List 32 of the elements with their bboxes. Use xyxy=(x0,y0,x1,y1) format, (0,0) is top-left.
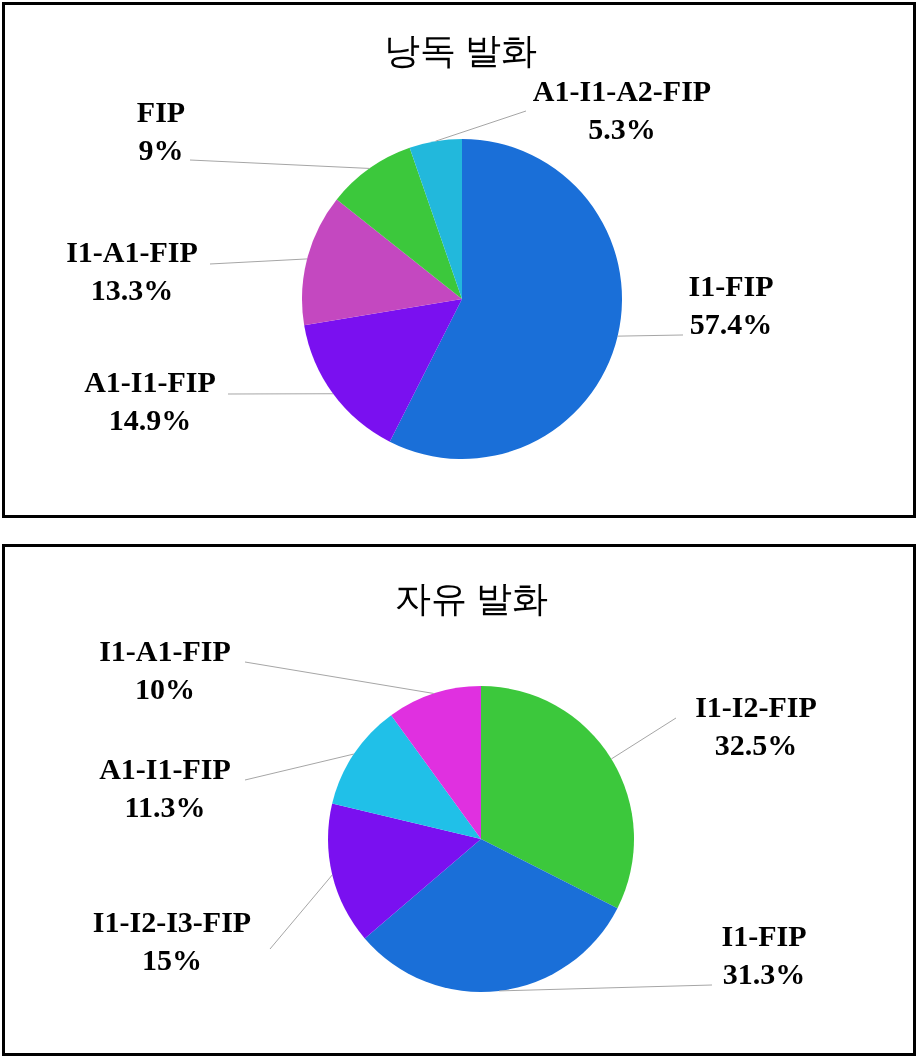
slice-label: I1-A1-FIP xyxy=(66,235,198,268)
slice-label: I1-A1-FIP xyxy=(99,634,231,667)
slice-label: A1-I1-FIP xyxy=(99,752,231,785)
data-label: 9% xyxy=(138,133,184,166)
slice-label: I1-FIP xyxy=(688,269,774,302)
pie-slice xyxy=(336,147,462,299)
data-label: 14.9% xyxy=(108,403,192,436)
slice-label: A1-I1-FIP xyxy=(84,365,216,398)
pie-slice xyxy=(481,686,634,909)
pie-slice xyxy=(409,139,462,299)
pie-slice xyxy=(302,199,462,326)
pie-slice xyxy=(328,803,481,939)
chart-title: 낭독 발화 xyxy=(383,31,537,71)
slice-label: I1-I2-I3-FIP xyxy=(92,905,252,938)
chart-title: 자유 발화 xyxy=(394,579,548,619)
data-label: 32.5% xyxy=(714,728,798,761)
data-label: 5.3% xyxy=(588,112,656,145)
pie-slice xyxy=(391,686,481,839)
slice-label: FIP xyxy=(136,95,186,128)
data-label: 11.3% xyxy=(124,790,206,823)
data-label: 13.3% xyxy=(90,273,174,306)
pie-slice xyxy=(364,839,618,992)
slice-label: A1-I1-A2-FIP xyxy=(532,74,712,107)
data-label: 10% xyxy=(135,672,195,705)
slice-label: I1-FIP xyxy=(721,919,807,952)
data-label: 15% xyxy=(142,943,202,976)
pie-slice xyxy=(389,139,622,459)
data-label: 31.3% xyxy=(722,957,806,990)
slice-label: I1-I2-FIP xyxy=(695,690,817,723)
pie-slice xyxy=(304,299,462,442)
pie-slice xyxy=(332,715,481,839)
data-label: 57.4% xyxy=(689,307,773,340)
